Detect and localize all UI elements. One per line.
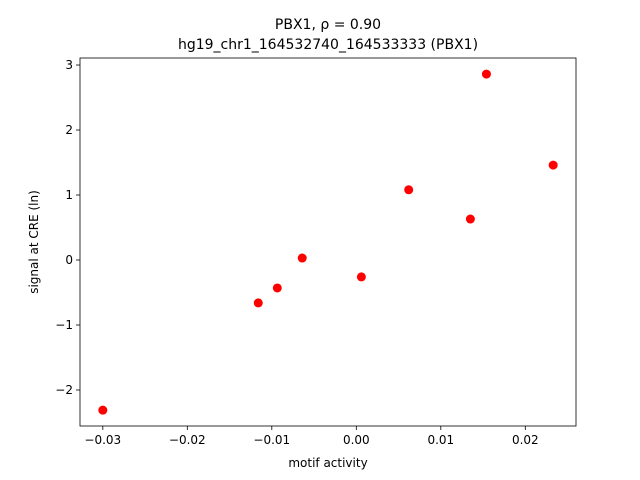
plot-frame <box>79 57 577 427</box>
x-tick-label: −0.03 <box>84 433 121 447</box>
point <box>253 298 263 308</box>
point <box>356 272 366 282</box>
x-axis-label: motif activity <box>288 456 367 470</box>
x-tick-label: −0.01 <box>253 433 290 447</box>
y-axis-label: signal at CRE (ln) <box>27 190 41 294</box>
point <box>98 405 108 415</box>
chart-subtitle: hg19_chr1_164532740_164533333 (PBX1) <box>178 37 478 53</box>
y-tick-label: 1 <box>65 188 73 202</box>
point <box>481 69 491 79</box>
x-tick-label: 0.00 <box>343 433 370 447</box>
y-tick-label: 0 <box>65 253 73 267</box>
x-tick-label: 0.02 <box>512 433 539 447</box>
point <box>272 283 282 293</box>
y-tick-label: 3 <box>65 58 73 72</box>
x-tick-label: 0.01 <box>427 433 454 447</box>
chart-title: PBX1, ρ = 0.90 <box>275 17 381 33</box>
point <box>465 214 475 224</box>
y-tick-label: −2 <box>55 383 73 397</box>
point <box>404 185 414 195</box>
point <box>548 160 558 170</box>
x-tick-label: −0.02 <box>169 433 206 447</box>
y-tick-label: 2 <box>65 123 73 137</box>
y-tick-label: −1 <box>55 318 73 332</box>
point <box>297 253 307 263</box>
